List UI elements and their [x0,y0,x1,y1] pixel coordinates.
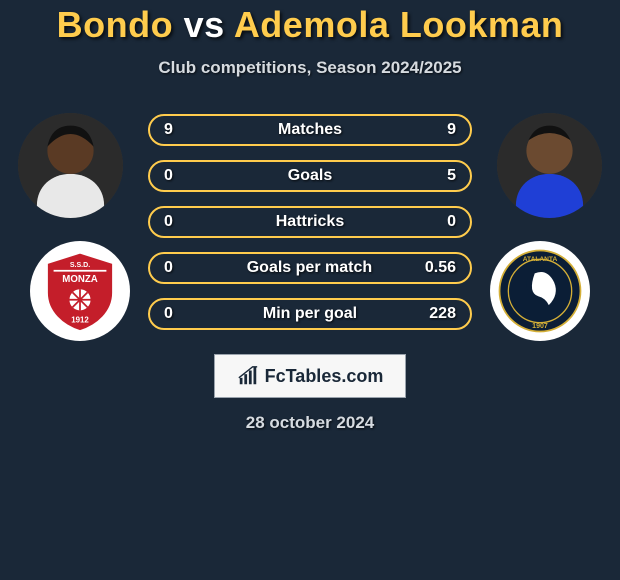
stat-label: Goals [288,167,332,185]
chart-icon [237,365,259,387]
stat-row-goals: 0 Goals 5 [148,160,472,192]
brand-text: FcTables.com [265,366,384,387]
stat-left-value: 0 [164,305,194,323]
vs-separator: vs [184,4,225,45]
svg-text:S.S.D.: S.S.D. [70,262,90,269]
player2-portrait [497,113,602,218]
player1-portrait [18,113,123,218]
comparison-arena: S.S.D. MONZA 1912 ATALANTA 1907 [20,106,600,346]
stat-left-value: 0 [164,259,194,277]
stat-left-value: 0 [164,167,194,185]
stat-right-value: 5 [426,167,456,185]
stat-label: Matches [278,121,342,139]
player1-silhouette [18,113,123,218]
stat-row-matches: 9 Matches 9 [148,114,472,146]
stat-left-value: 0 [164,213,194,231]
stat-label: Hattricks [276,213,344,231]
date: 28 october 2024 [246,413,375,433]
stat-right-value: 0.56 [425,259,456,277]
subtitle: Club competitions, Season 2024/2025 [158,58,461,78]
stat-right-value: 0 [426,213,456,231]
page-title: Bondo vs Ademola Lookman [57,4,564,46]
svg-text:MONZA: MONZA [62,274,97,285]
player2-silhouette [497,113,602,218]
stat-left-value: 9 [164,121,194,139]
club1-badge: S.S.D. MONZA 1912 [30,241,130,341]
stat-right-value: 9 [426,121,456,139]
stat-row-mpg: 0 Min per goal 228 [148,298,472,330]
svg-text:1907: 1907 [532,323,548,330]
brand-box: FcTables.com [214,354,407,398]
svg-text:ATALANTA: ATALANTA [523,256,558,263]
player2-name: Ademola Lookman [234,4,564,45]
club1-crest-icon: S.S.D. MONZA 1912 [36,247,124,335]
stat-label: Goals per match [247,259,372,277]
stat-right-value: 228 [426,305,456,323]
stat-row-gpm: 0 Goals per match 0.56 [148,252,472,284]
player1-name: Bondo [57,4,173,45]
club2-crest-icon: ATALANTA 1907 [496,247,584,335]
stat-label: Min per goal [263,305,357,323]
svg-text:1912: 1912 [71,316,89,325]
stat-row-hattricks: 0 Hattricks 0 [148,206,472,238]
club2-badge: ATALANTA 1907 [490,241,590,341]
stat-list: 9 Matches 9 0 Goals 5 0 Hattricks 0 0 Go… [148,114,472,344]
